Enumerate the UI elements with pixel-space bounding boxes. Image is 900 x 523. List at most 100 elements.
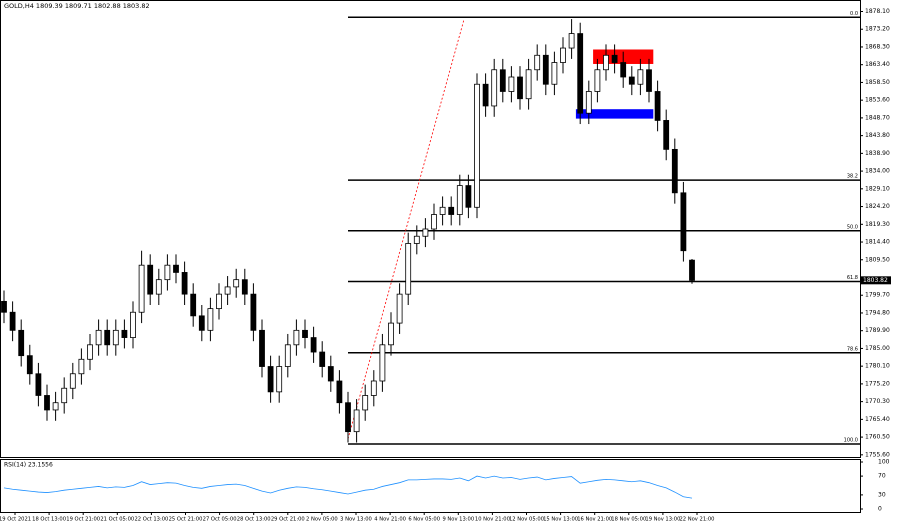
candle-body — [26, 355, 33, 375]
candle-body — [61, 387, 68, 404]
candle-body — [190, 293, 197, 317]
candle-body — [18, 329, 25, 357]
candle-body — [327, 366, 334, 382]
y-tick-label: 1868.30 — [865, 43, 890, 50]
candle-body — [353, 409, 360, 433]
y-tick-label: 1878.10 — [865, 8, 890, 15]
x-tick-label: 27 Oct 05:00 — [203, 517, 237, 523]
x-tick-label: 16 Nov 21:00 — [577, 517, 612, 523]
y-tick-label: 100 — [878, 459, 890, 466]
candle-body — [121, 329, 128, 338]
candle-body — [577, 33, 584, 114]
x-tick-label: 29 Oct 21:00 — [271, 517, 305, 523]
candle-body — [345, 402, 351, 433]
x-tick-label: 18 Oct 13:00 — [32, 517, 66, 523]
candle-body — [560, 47, 566, 63]
candle-body — [104, 329, 111, 346]
x-tick-label: 18 Nov 05:00 — [611, 517, 646, 523]
candle-body — [155, 279, 162, 295]
y-tick-label: 1853.60 — [865, 97, 890, 104]
y-tick-label: 1799.70 — [865, 292, 890, 299]
y-tick-label: 70 — [878, 473, 886, 480]
x-tick-label: 10 Nov 21:00 — [475, 517, 510, 523]
x-tick-label: 19 Oct 2021 — [0, 517, 31, 523]
rsi-frame — [0, 459, 861, 513]
candle-body — [525, 69, 532, 100]
candle-body — [671, 148, 678, 194]
x-tick-label: 28 Oct 13:00 — [237, 517, 271, 523]
candle-body — [267, 366, 274, 393]
candle-body — [491, 69, 498, 107]
fib-label: 0.0 — [850, 11, 858, 17]
x-tick-label: 19 Nov 13:00 — [645, 517, 680, 523]
candle-body — [379, 344, 386, 382]
fib-label: 50.0 — [847, 224, 858, 230]
candle-body — [233, 279, 240, 288]
y-tick-label: 1775.20 — [865, 380, 890, 387]
candle-body — [611, 54, 618, 63]
x-tick-label: 2 Nov 05:00 — [306, 517, 338, 523]
candle-body — [173, 264, 179, 273]
candle-body — [405, 243, 412, 295]
candle-body — [542, 54, 549, 85]
candle-body — [603, 54, 609, 71]
chart-title: GOLD,H4 1809.39 1809.71 1802.88 1803.82 — [4, 2, 150, 10]
y-tick-label: 1789.90 — [865, 327, 890, 334]
candle-body — [465, 185, 472, 208]
candle-body — [138, 264, 145, 313]
candle-body — [422, 228, 429, 237]
candle-body — [663, 120, 670, 150]
y-tick-label: 1824.20 — [865, 203, 890, 210]
candle-body — [568, 33, 575, 49]
x-tick-label: 25 Oct 21:00 — [169, 517, 203, 523]
candle-body — [250, 293, 257, 331]
x-tick-label: 6 Nov 05:00 — [408, 517, 440, 523]
x-tick-label: 12 Nov 05:00 — [509, 517, 544, 523]
candle-body — [482, 83, 489, 107]
candle-body — [388, 322, 394, 346]
y-tick-label: 30 — [878, 491, 886, 498]
candle-body — [534, 54, 541, 71]
candle-body — [259, 329, 265, 367]
y-tick-label: 1848.70 — [865, 114, 890, 121]
candle-body — [241, 279, 248, 295]
candle-body — [310, 337, 317, 353]
x-tick-label: 4 Nov 21:00 — [374, 517, 406, 523]
candle-body — [78, 358, 85, 375]
y-tick-label: 1814.40 — [865, 239, 890, 246]
fib-label: 78.6 — [847, 346, 858, 352]
candle-body — [551, 62, 558, 85]
candle-body — [87, 344, 93, 360]
y-tick-label: 0 — [878, 506, 882, 513]
candle-body — [637, 69, 644, 85]
x-tick-label: 21 Oct 05:00 — [100, 517, 134, 523]
rsi-title: RSI(14) 23.1556 — [4, 462, 53, 469]
candle-body — [456, 185, 463, 215]
main-frame — [0, 0, 861, 458]
candle-body — [293, 329, 300, 346]
candle-body — [680, 192, 687, 252]
last-price: 1803.82 — [863, 277, 888, 284]
candle-body — [44, 395, 50, 411]
candle-body — [35, 373, 42, 396]
candle-body — [654, 91, 661, 121]
y-tick-label: 1809.50 — [865, 256, 890, 263]
y-tick-label: 1819.30 — [865, 221, 890, 228]
candle-body — [431, 214, 437, 230]
y-tick-label: 1794.80 — [865, 309, 890, 316]
candle-body — [130, 311, 136, 338]
y-tick-label: 1858.50 — [865, 79, 890, 86]
candle-body — [216, 293, 222, 310]
y-tick-label: 1760.50 — [865, 434, 890, 441]
candle-body — [69, 373, 76, 389]
candle-body — [517, 76, 523, 100]
fib-label: 61.8 — [847, 275, 858, 281]
y-tick-label: 1829.10 — [865, 185, 890, 192]
x-tick-label: 19 Oct 21:00 — [66, 517, 100, 523]
candle-body — [508, 76, 515, 92]
candle-body — [9, 311, 16, 331]
y-tick-label: 1843.80 — [865, 132, 890, 139]
candle-body — [362, 395, 369, 411]
candle-body — [147, 264, 154, 295]
x-tick-label: 15 Nov 13:00 — [543, 517, 578, 523]
